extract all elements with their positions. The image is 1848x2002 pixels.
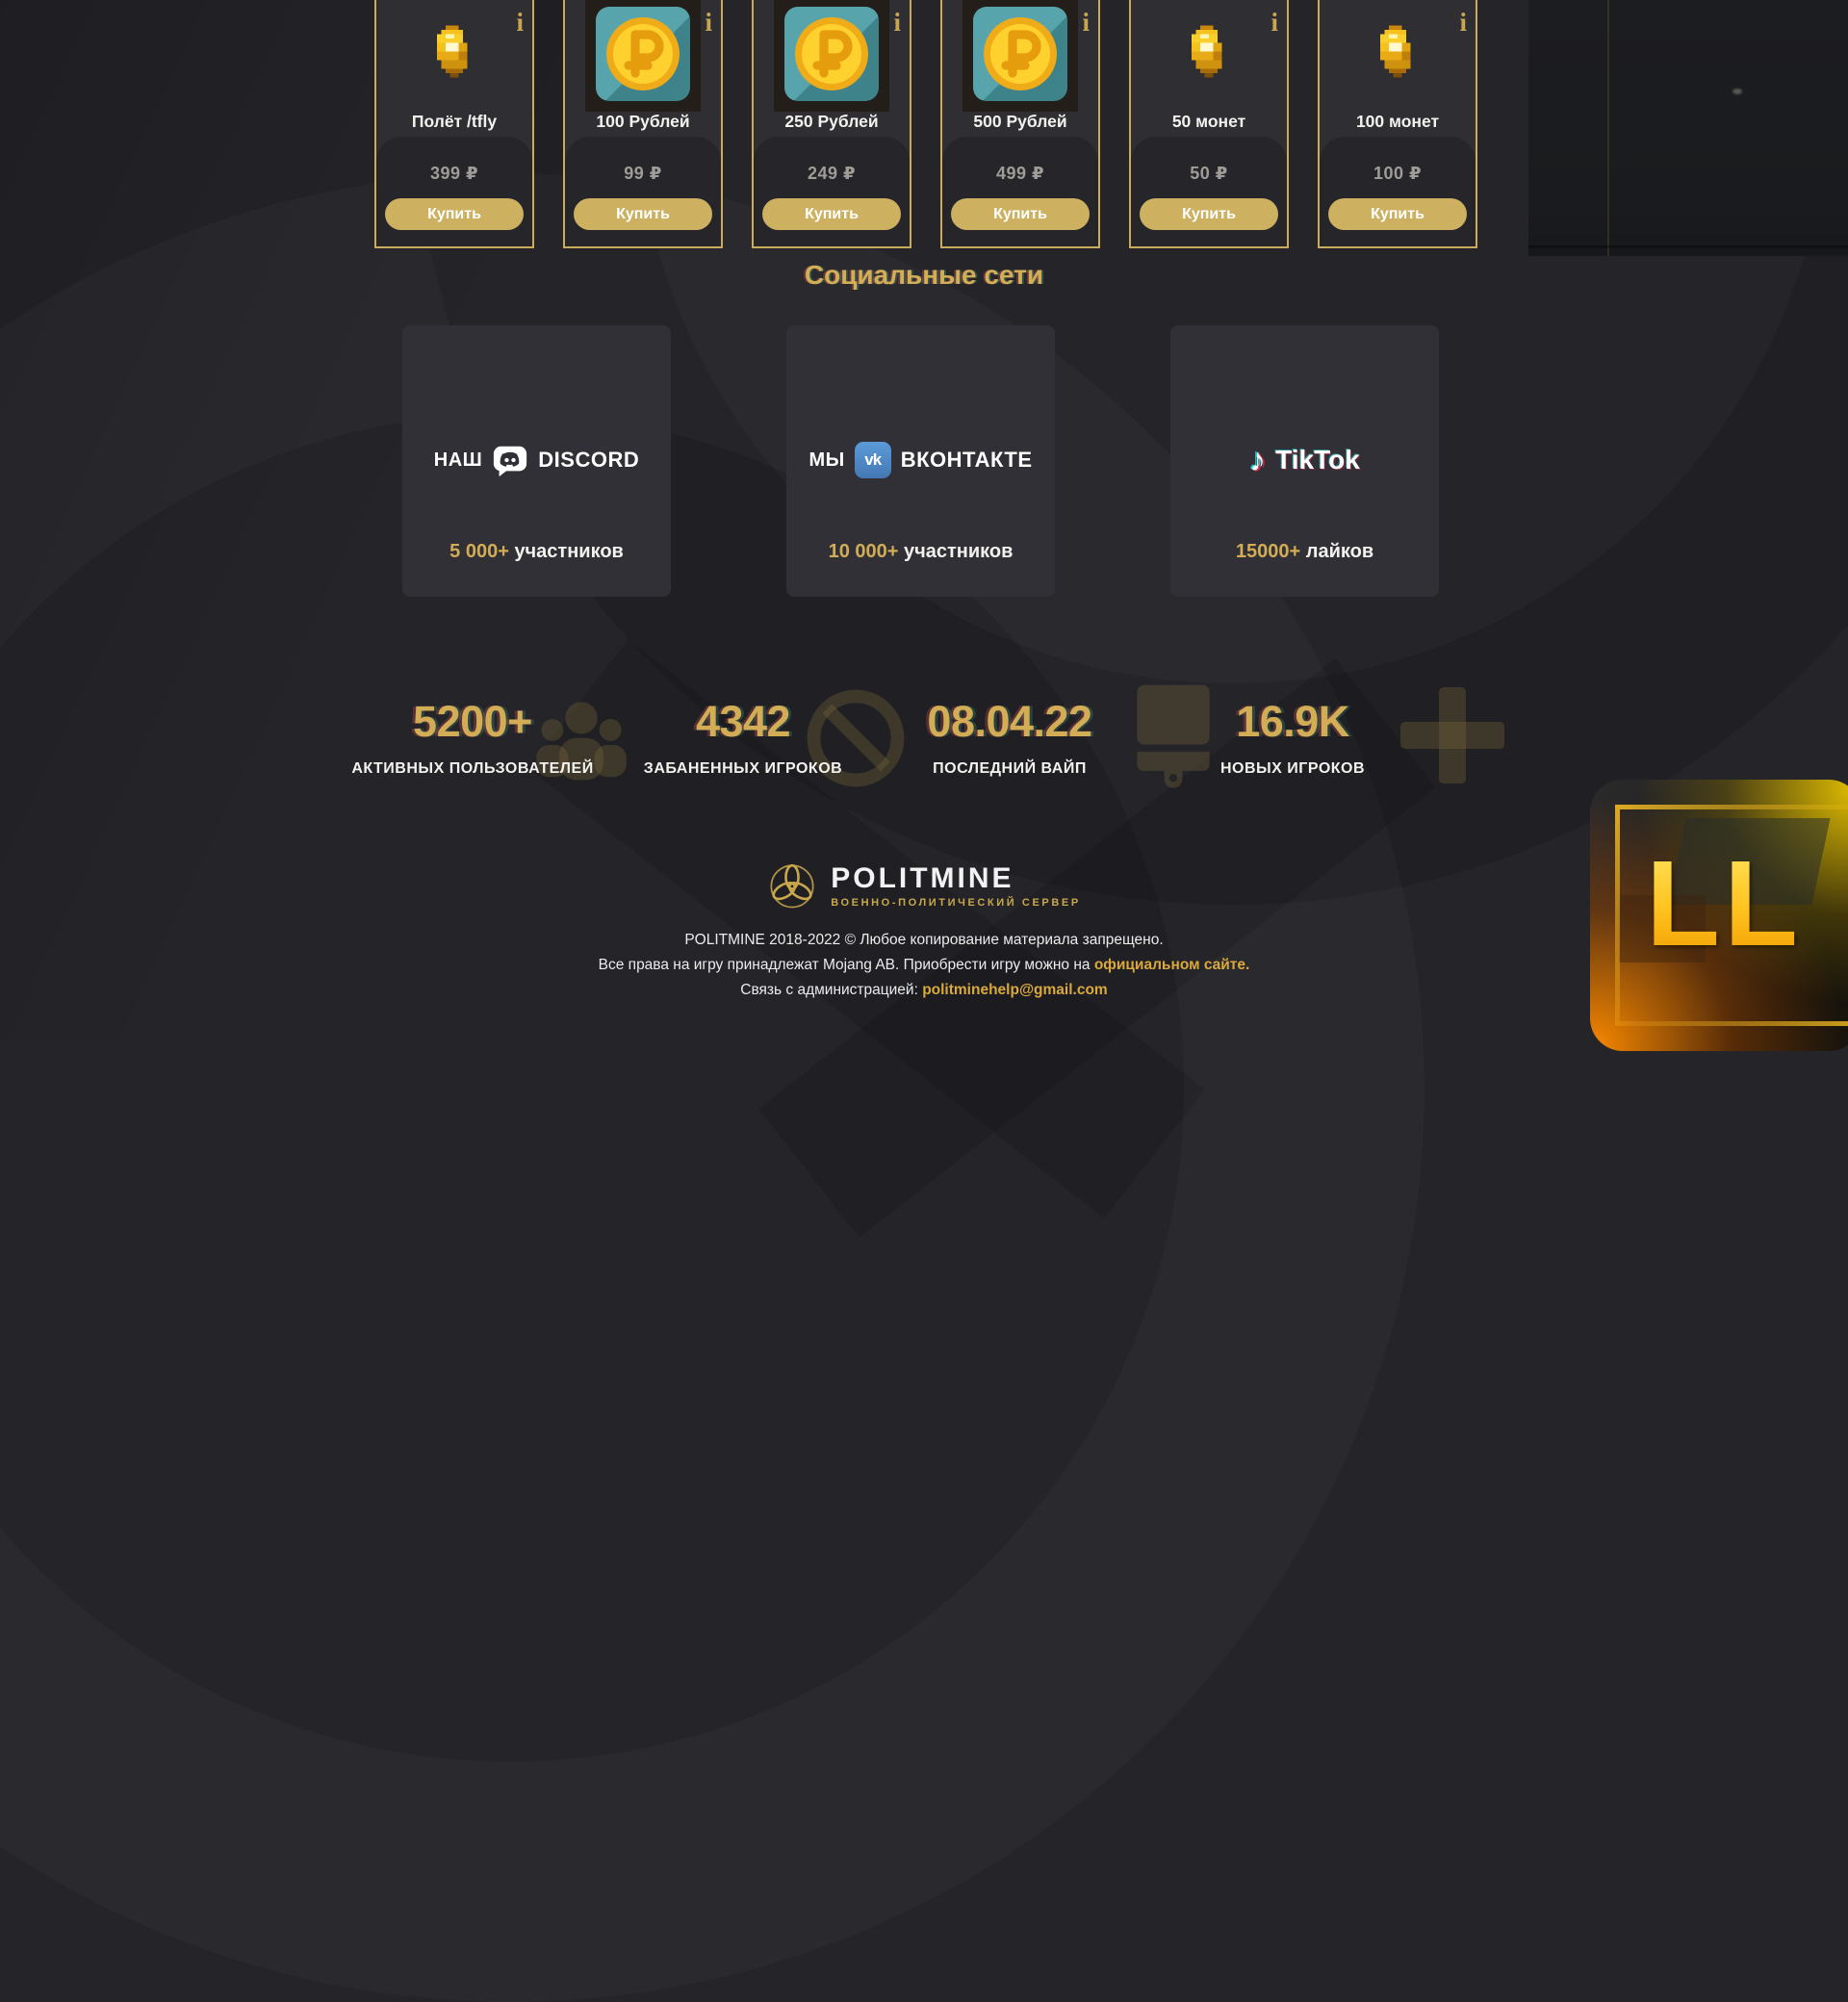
dark-image-detail	[1528, 245, 1848, 248]
product-name: 100 монет	[1355, 112, 1440, 131]
info-icon[interactable]: i	[705, 8, 712, 37]
product-price: 249 ₽	[807, 164, 857, 183]
copyright-line2-text: Все права на игру принадлежат Mojang AB.…	[598, 957, 1094, 973]
tiktok-wordmark: TikTok	[1275, 445, 1360, 475]
brand-subtitle: ВОЕННО-ПОЛИТИЧЕСКИЙ СЕРВЕР	[831, 897, 1081, 909]
copyright-line3-text: Связь с администрацией:	[740, 982, 923, 998]
users-icon	[536, 702, 627, 781]
vk-stat: 10 000+ участников	[786, 541, 1055, 563]
ruble-coin-icon	[585, 0, 701, 112]
buy-button[interactable]: Купить	[951, 198, 1090, 230]
social-card-tiktok[interactable]: ♪ TikTok 15000+ лайков	[1170, 325, 1439, 597]
product-card: i 100 Рублей 99 ₽ Купить	[563, 0, 723, 248]
gold-nugget-icon	[1192, 25, 1222, 78]
buy-button[interactable]: Купить	[1328, 198, 1467, 230]
ruble-coin-icon	[774, 0, 889, 112]
stat-new-players-value: 16.9K	[1236, 697, 1349, 746]
social-section-title: Социальные сети	[804, 260, 1044, 290]
gold-nugget-icon	[437, 25, 468, 78]
tiktok-stat: 15000+ лайков	[1170, 541, 1439, 563]
dark-image-detail	[1607, 0, 1609, 256]
plus-icon	[1400, 687, 1504, 783]
product-card: i 250 Рублей 249 ₽ Купить	[752, 0, 911, 248]
product-card: i 100 монет 100 ₽ Купить	[1318, 0, 1477, 248]
copyright-line2: Все права на игру принадлежат Mojang AB.…	[0, 953, 1848, 978]
info-icon[interactable]: i	[516, 8, 524, 37]
copyright-line1: POLITMINE 2018-2022 © Любое копирование …	[684, 932, 1164, 948]
discord-stat-value: 5 000+	[449, 541, 509, 562]
discord-stat-label: участников	[514, 541, 624, 562]
ruble-coin-icon	[962, 0, 1078, 112]
social-card-vk[interactable]: МЫ vk ВКОНТАКТЕ 10 000+ участников	[786, 325, 1055, 597]
tiktok-stat-label: лайков	[1305, 541, 1374, 562]
vk-icon: vk	[854, 442, 891, 478]
stat-new-players-label: НОВЫХ ИГРОКОВ	[1219, 760, 1366, 777]
product-price: 399 ₽	[429, 164, 479, 183]
product-name: 100 Рублей	[596, 112, 690, 131]
product-name: 50 монет	[1171, 112, 1246, 131]
product-name: Полёт /tfly	[411, 112, 498, 131]
discord-stat: 5 000+ участников	[402, 541, 671, 563]
vk-logo: МЫ vk ВКОНТАКТЕ	[786, 437, 1055, 483]
discord-wordmark: DISCORD	[538, 448, 640, 472]
official-site-link[interactable]: официальном сайте.	[1093, 957, 1250, 973]
product-card: i Полёт /tfly 399 ₽ Купить	[374, 0, 534, 248]
stat-active-users-label: АКТИВНЫХ ПОЛЬЗОВАТЕЛЕЙ	[351, 760, 594, 777]
footer-brand: POLITMINE ВОЕННО-ПОЛИТИЧЕСКИЙ СЕРВЕР	[0, 859, 1848, 912]
politmine-knot-icon	[770, 863, 814, 909]
admin-email-link[interactable]: politminehelp@gmail.com	[922, 982, 1108, 998]
info-icon[interactable]: i	[1459, 8, 1467, 37]
gold-nugget-icon	[1380, 25, 1411, 78]
product-price: 99 ₽	[624, 164, 662, 183]
ll-overlay-logo: LL	[1590, 780, 1848, 1051]
info-icon[interactable]: i	[1270, 8, 1278, 37]
vk-wordmark: ВКОНТАКТЕ	[900, 448, 1033, 472]
product-name: 500 Рублей	[973, 112, 1067, 131]
copyright-line3: Связь с администрацией: politminehelp@gm…	[0, 978, 1848, 1003]
social-card-discord[interactable]: НАШ DISCORD 5 000+ участников	[402, 325, 671, 597]
stat-banned-players-label: ЗАБАНЕННЫХ ИГРОКОВ	[643, 760, 843, 777]
vk-stat-label: участников	[904, 541, 1014, 562]
brand-name: POLITMINE	[831, 862, 1014, 894]
product-price: 100 ₽	[1373, 164, 1423, 183]
top-right-dark-image	[1528, 0, 1848, 256]
info-icon[interactable]: i	[1082, 8, 1090, 37]
footer-copyright: POLITMINE 2018-2022 © Любое копирование …	[0, 928, 1848, 1003]
tiktok-stat-value: 15000+	[1235, 541, 1301, 562]
product-name: 250 Рублей	[784, 112, 879, 131]
minecraft-scene-detail	[1619, 895, 1706, 962]
brush-icon	[1137, 684, 1210, 788]
product-price: 50 ₽	[1190, 164, 1228, 183]
tiktok-logo: ♪ TikTok	[1170, 437, 1439, 483]
buy-button[interactable]: Купить	[1140, 198, 1278, 230]
discord-icon	[494, 446, 527, 477]
product-card: i 50 монет 50 ₽ Купить	[1129, 0, 1289, 248]
discord-logo: НАШ DISCORD	[402, 437, 671, 483]
discord-prefix-label: НАШ	[433, 449, 483, 471]
ban-icon	[807, 689, 905, 787]
stat-last-wipe-value: 08.04.22	[927, 697, 1092, 746]
product-card: i 500 Рублей 499 ₽ Купить	[940, 0, 1100, 248]
stat-active-users-value: 5200+	[413, 697, 532, 746]
buy-button[interactable]: Купить	[385, 198, 524, 230]
stat-last-wipe-label: ПОСЛЕДНИЙ ВАЙП	[933, 760, 1087, 777]
vk-stat-value: 10 000+	[828, 541, 899, 562]
product-price: 499 ₽	[995, 164, 1045, 183]
tiktok-note-icon: ♪	[1249, 442, 1267, 478]
vk-prefix-label: МЫ	[808, 449, 845, 471]
info-icon[interactable]: i	[893, 8, 901, 37]
buy-button[interactable]: Купить	[762, 198, 901, 230]
buy-button[interactable]: Купить	[574, 198, 712, 230]
dark-image-detail	[1732, 89, 1742, 94]
stat-banned-players-value: 4342	[695, 697, 791, 746]
ll-logo-text: LL	[1646, 835, 1802, 971]
ll-logo-frame	[1615, 805, 1848, 1026]
